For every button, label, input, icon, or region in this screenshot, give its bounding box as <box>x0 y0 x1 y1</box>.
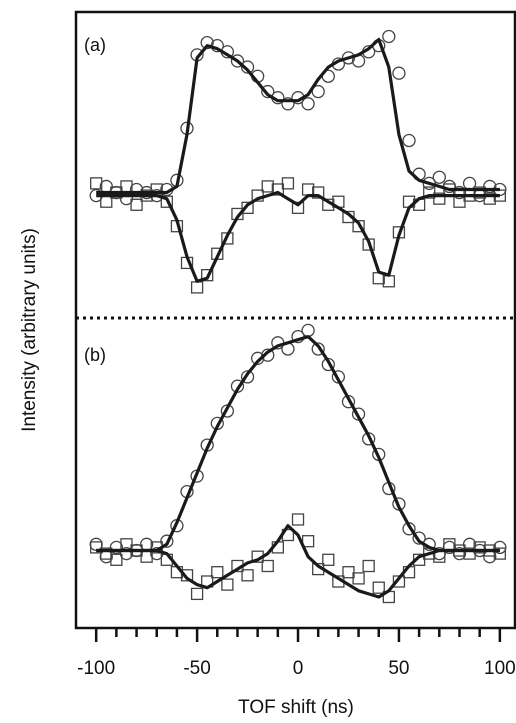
circle-marker <box>119 546 134 561</box>
x-tick-label: 100 <box>484 658 516 679</box>
square-marker <box>261 180 274 193</box>
square-marker <box>90 177 103 190</box>
square-marker <box>473 541 486 554</box>
circle-marker <box>251 351 265 365</box>
square-marker <box>322 553 335 566</box>
square-marker <box>433 192 446 205</box>
panel-label: (b) <box>84 345 106 365</box>
circle-marker <box>230 54 245 68</box>
square-marker <box>372 581 385 594</box>
square-marker <box>301 183 315 196</box>
square-marker <box>160 195 173 208</box>
circle-marker <box>412 531 426 545</box>
square-marker <box>90 541 103 554</box>
fit-line <box>96 524 500 599</box>
circle-marker <box>240 60 255 74</box>
square-marker <box>342 566 355 579</box>
square-marker <box>352 220 365 233</box>
circle-marker <box>301 97 315 111</box>
x-tick-label: 50 <box>388 658 409 679</box>
square-marker <box>180 569 194 582</box>
square-marker <box>130 198 143 211</box>
circle-marker <box>301 323 315 338</box>
x-tick-label: -50 <box>183 658 210 679</box>
circle-marker <box>402 133 416 148</box>
fit-line <box>96 37 500 195</box>
square-marker <box>100 547 113 560</box>
circle-marker <box>392 66 406 80</box>
circle-marker <box>281 97 295 111</box>
circle-marker <box>341 51 356 65</box>
circle-marker <box>422 176 436 191</box>
square-marker <box>291 513 305 526</box>
circle-marker <box>311 342 325 356</box>
plot-frame <box>74 10 516 630</box>
circle-marker <box>452 185 467 200</box>
y-axis-label: Intensity (arbitrary units) <box>19 228 40 432</box>
x-axis-label: TOF shift (ns) <box>238 697 354 718</box>
circle-marker <box>109 540 124 555</box>
square-marker <box>190 587 204 601</box>
square-marker <box>261 559 274 573</box>
circle-marker <box>261 348 275 362</box>
x-tick-label: 0 <box>293 658 304 679</box>
square-marker <box>190 281 204 294</box>
square-marker <box>110 553 123 566</box>
circle-marker <box>382 29 396 44</box>
square-marker <box>281 177 295 190</box>
circle-marker <box>160 534 174 548</box>
square-marker <box>362 559 375 573</box>
square-marker <box>483 192 496 205</box>
square-marker <box>493 547 507 560</box>
fit-line <box>96 190 500 283</box>
square-marker <box>382 275 395 288</box>
square-marker <box>352 572 365 585</box>
circle-marker <box>311 84 325 99</box>
square-marker <box>463 547 476 560</box>
square-marker <box>221 578 234 591</box>
circle-marker <box>432 170 446 184</box>
square-marker <box>312 186 325 199</box>
square-marker <box>241 201 254 214</box>
square-marker <box>201 269 214 282</box>
square-marker <box>211 566 224 579</box>
fit-line <box>96 335 500 553</box>
circle-marker <box>493 540 507 555</box>
circle-marker <box>240 370 255 384</box>
square-marker <box>291 201 305 214</box>
square-marker <box>241 569 254 582</box>
panel-label: (a) <box>84 35 106 55</box>
circle-marker <box>261 84 275 99</box>
circle-marker <box>200 35 214 50</box>
square-marker <box>443 538 456 551</box>
x-tick-label: -100 <box>77 658 115 679</box>
